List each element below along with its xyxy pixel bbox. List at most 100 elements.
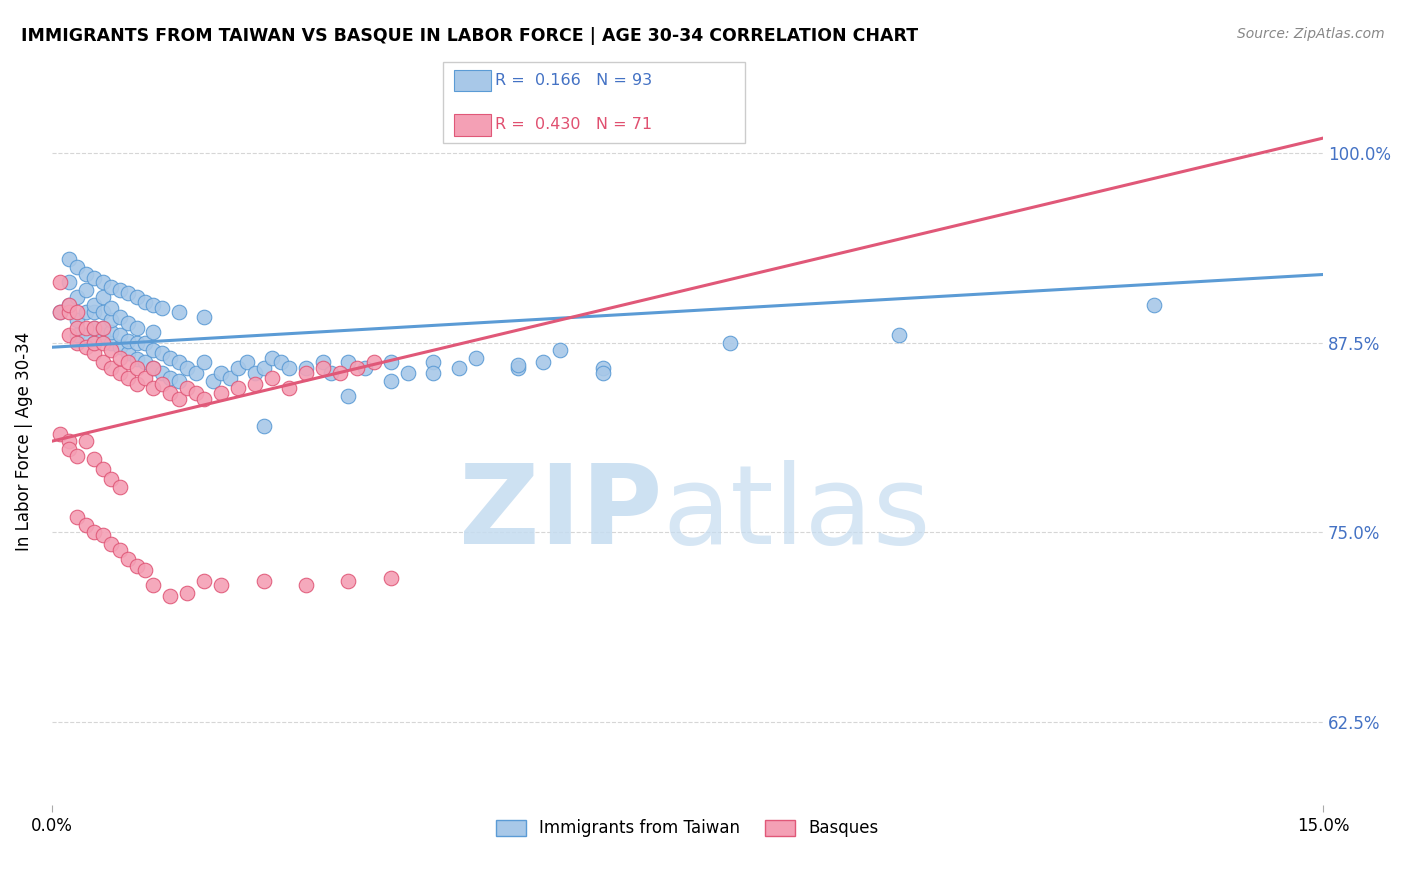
Point xyxy=(66,290,89,304)
Point xyxy=(193,355,215,369)
Point xyxy=(117,285,139,300)
Point xyxy=(142,298,165,312)
Point xyxy=(422,366,444,380)
Point xyxy=(108,283,131,297)
Point xyxy=(108,543,131,558)
Point xyxy=(312,361,335,376)
Point xyxy=(226,381,249,395)
Point xyxy=(193,392,215,406)
Point xyxy=(75,434,97,449)
Point xyxy=(354,361,377,376)
Point xyxy=(66,328,89,343)
Point xyxy=(58,252,80,267)
Point xyxy=(142,325,165,339)
Point xyxy=(167,355,190,369)
Point xyxy=(253,419,276,434)
Point xyxy=(75,305,97,319)
Point xyxy=(142,361,165,376)
Point xyxy=(176,361,198,376)
Point xyxy=(91,320,114,334)
Point xyxy=(100,325,122,339)
Point xyxy=(75,283,97,297)
Point xyxy=(262,370,284,384)
Point xyxy=(270,355,292,369)
Point xyxy=(100,313,122,327)
Point xyxy=(295,578,318,592)
Point xyxy=(100,343,122,358)
Point xyxy=(176,586,198,600)
Point xyxy=(108,310,131,324)
Text: R =  0.430   N = 71: R = 0.430 N = 71 xyxy=(495,118,652,132)
Point xyxy=(209,366,232,380)
Y-axis label: In Labor Force | Age 30-34: In Labor Force | Age 30-34 xyxy=(15,332,32,551)
Point xyxy=(49,275,72,289)
Point xyxy=(337,574,360,588)
Point xyxy=(226,361,249,376)
Point xyxy=(295,366,318,380)
Point xyxy=(134,563,156,577)
Point xyxy=(337,355,360,369)
Point xyxy=(83,305,105,319)
Point xyxy=(66,510,89,524)
Point xyxy=(108,366,131,380)
Point xyxy=(312,355,335,369)
Point xyxy=(380,571,402,585)
Point xyxy=(167,305,190,319)
Point xyxy=(75,517,97,532)
Point xyxy=(117,316,139,330)
Point xyxy=(83,270,105,285)
Point xyxy=(91,275,114,289)
Point xyxy=(100,472,122,486)
Point xyxy=(58,305,80,319)
Point xyxy=(100,537,122,551)
Point xyxy=(592,361,614,376)
Point xyxy=(506,361,529,376)
Point xyxy=(167,374,190,388)
Point xyxy=(531,355,554,369)
Point xyxy=(346,361,368,376)
Point xyxy=(262,351,284,365)
Point xyxy=(100,301,122,315)
Point xyxy=(117,370,139,384)
Point xyxy=(209,385,232,400)
Point xyxy=(75,268,97,282)
Point xyxy=(66,313,89,327)
Legend: Immigrants from Taiwan, Basques: Immigrants from Taiwan, Basques xyxy=(489,813,886,844)
Point xyxy=(253,574,276,588)
Point xyxy=(83,452,105,467)
Point xyxy=(363,355,385,369)
Point xyxy=(83,320,105,334)
Point xyxy=(58,298,80,312)
Point xyxy=(125,361,148,376)
Point xyxy=(159,351,181,365)
Text: IMMIGRANTS FROM TAIWAN VS BASQUE IN LABOR FORCE | AGE 30-34 CORRELATION CHART: IMMIGRANTS FROM TAIWAN VS BASQUE IN LABO… xyxy=(21,27,918,45)
Point xyxy=(201,374,224,388)
Point xyxy=(49,305,72,319)
Point xyxy=(253,361,276,376)
Point xyxy=(134,335,156,350)
Text: Source: ZipAtlas.com: Source: ZipAtlas.com xyxy=(1237,27,1385,41)
Point xyxy=(718,335,741,350)
Point xyxy=(506,359,529,373)
Point xyxy=(167,392,190,406)
Point xyxy=(125,335,148,350)
Point xyxy=(321,366,343,380)
Point xyxy=(184,366,207,380)
Point xyxy=(125,558,148,573)
Point xyxy=(380,355,402,369)
Point xyxy=(329,366,352,380)
Point xyxy=(66,335,89,350)
Point xyxy=(134,294,156,309)
Point xyxy=(176,381,198,395)
Point xyxy=(889,328,911,343)
Point xyxy=(91,290,114,304)
Point xyxy=(100,335,122,350)
Point xyxy=(108,328,131,343)
Point xyxy=(337,389,360,403)
Point xyxy=(91,328,114,343)
Point xyxy=(108,351,131,365)
Point xyxy=(49,426,72,441)
Point xyxy=(108,340,131,354)
Point xyxy=(159,385,181,400)
Point xyxy=(380,374,402,388)
